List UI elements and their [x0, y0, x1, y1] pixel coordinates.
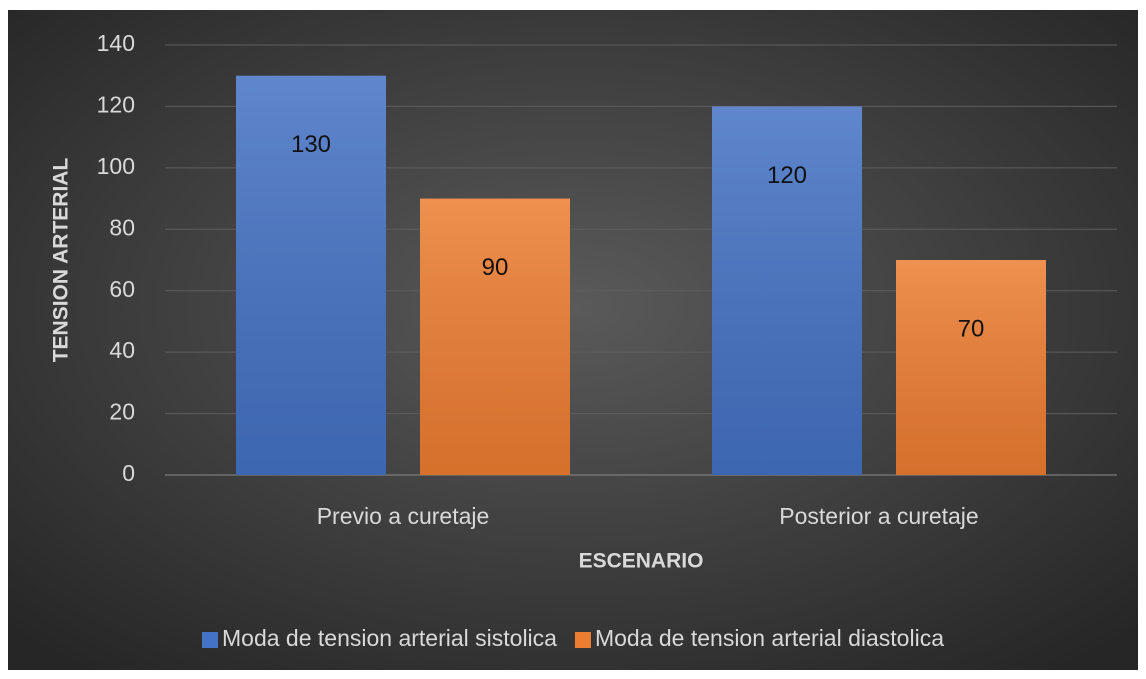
legend-swatch [574, 632, 591, 648]
y-tick-label: 100 [97, 153, 135, 179]
x-tick-label: Previo a curetaje [317, 503, 490, 529]
y-axis-title: TENSION ARTERIAL [50, 158, 73, 363]
legend-swatch [202, 632, 218, 648]
legend-label: Moda de tension arterial sistolica [222, 625, 557, 651]
data-label: 90 [482, 254, 509, 281]
y-tick-label: 80 [109, 214, 135, 240]
y-tick-label: 0 [122, 460, 135, 486]
legend-label: Moda de tension arterial diastolica [595, 625, 944, 651]
data-label: 120 [767, 162, 807, 189]
x-axis-title: ESCENARIO [579, 550, 704, 573]
y-tick-label: 20 [109, 399, 135, 425]
y-tick-label: 40 [109, 337, 135, 363]
y-tick-label: 120 [97, 92, 135, 118]
bar [420, 198, 570, 476]
data-label: 130 [291, 131, 331, 158]
data-label: 70 [958, 315, 985, 342]
y-tick-label: 140 [97, 30, 135, 56]
x-tick-label: Posterior a curetaje [779, 503, 978, 529]
y-tick-label: 60 [109, 276, 135, 302]
bar [896, 260, 1046, 475]
